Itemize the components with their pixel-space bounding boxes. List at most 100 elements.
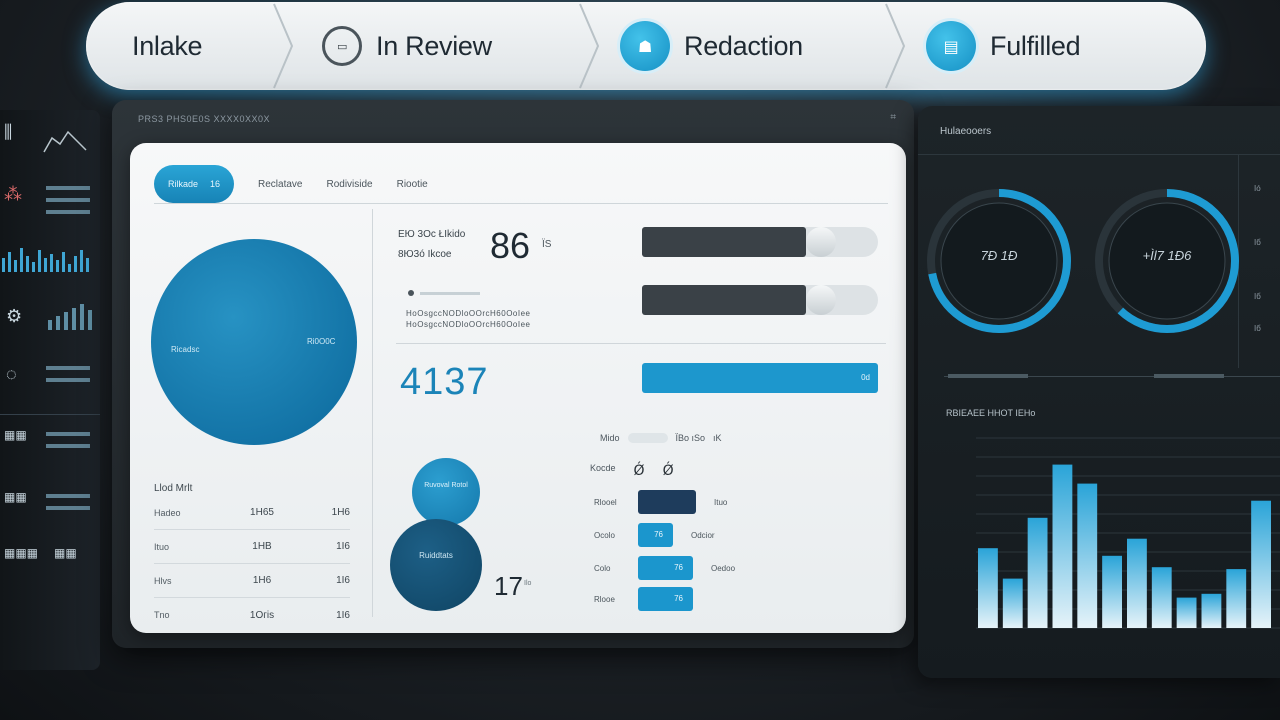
divider bbox=[918, 154, 1280, 155]
table-row[interactable]: Tno 1Oгis 1I6 bbox=[154, 598, 350, 632]
note-text: НoOsgccNODloOOrcH60OoIee НoOsgccNODloOOr… bbox=[406, 308, 530, 330]
frame-menu-icon[interactable]: ⌗ bbox=[890, 112, 896, 123]
mini-row[interactable]: Ocolo 76 Odcior bbox=[594, 522, 715, 548]
summary-table: Llod Mrlt Hadeo 1H65 1H6 Ituo 1HB 1I6 Hlvs 1H… bbox=[154, 483, 350, 632]
stat-line-1: ЕЮ 3Oc ŁIkido bbox=[398, 229, 466, 240]
left-sidebar: ⫼ ⁂ ⚙ ◌ ▦▦ ▦▦ ▦▦▦ ▦▦ bbox=[0, 110, 100, 670]
table-row[interactable]: Hlvs 1H6 1I6 bbox=[154, 564, 350, 598]
mini-row-side: Odcior bbox=[691, 530, 715, 540]
mini-row-side: Oedoo bbox=[711, 563, 736, 573]
node-icon[interactable]: ⁂ bbox=[4, 184, 22, 204]
cell: 1I6 bbox=[336, 541, 350, 552]
bar-chart bbox=[976, 437, 1280, 629]
chevron-icon bbox=[574, 2, 610, 90]
progress-knob[interactable] bbox=[806, 227, 836, 257]
note-line: НoOsgccNODloOOrcH60OoIee bbox=[406, 320, 531, 329]
mini-bar-value: 76 bbox=[674, 563, 683, 572]
map-icon[interactable]: ◌ bbox=[6, 364, 17, 384]
side-label: Ió bbox=[1254, 184, 1261, 193]
metric-circle-bottom: Ruiddtats bbox=[390, 519, 482, 611]
grid-icon[interactable]: ▦▦▦ bbox=[4, 546, 39, 560]
stat-line-2: 8Ю3ó Ikcoe bbox=[398, 249, 452, 260]
table-header: Llod Mrlt bbox=[154, 483, 193, 494]
mini-table-header: Kocde Ǿ Ǿ bbox=[590, 463, 674, 479]
progress-bar[interactable] bbox=[642, 285, 878, 315]
tab-bar: Rilkade 16 Reclatave Rodiviside Riootie bbox=[154, 165, 428, 203]
cell: 1H65 bbox=[250, 507, 274, 518]
gauge-arc bbox=[927, 189, 1071, 333]
mini-row-label: Rlooel bbox=[594, 497, 617, 507]
progress-fill bbox=[642, 227, 806, 257]
mini-row[interactable]: Colo 76 Oedoo bbox=[594, 555, 735, 581]
chart-subtitle: RBIEAEE HHOT IЕНo bbox=[946, 408, 1036, 418]
tab-active[interactable]: Rilkade 16 bbox=[154, 165, 234, 203]
stat-unit: ЇS bbox=[542, 239, 552, 250]
sort-icon[interactable]: Ǿ bbox=[633, 463, 645, 479]
filter-row: Mido ЇBo ıSo ıK bbox=[600, 433, 722, 443]
circle-label-left: Ricadsc bbox=[171, 345, 200, 354]
stage-intake[interactable]: Inlake bbox=[86, 2, 294, 90]
summary-circle: Ricadsc Ri0O0C bbox=[151, 239, 357, 445]
document-icon: ▭ bbox=[322, 26, 362, 66]
records-panel: Rilkade 16 Reclatave Rodiviside Riootie … bbox=[130, 143, 906, 633]
total-number: 4137 bbox=[400, 361, 489, 403]
tab-label: Rilkade bbox=[168, 179, 199, 189]
mask-icon: ☗ bbox=[620, 21, 670, 71]
filter-end: ıK bbox=[713, 433, 722, 443]
mini-row[interactable]: Rlooe 76 bbox=[594, 586, 711, 612]
sidebar-line bbox=[46, 506, 90, 510]
sidebar-line bbox=[46, 198, 90, 202]
table-row[interactable]: Ituo 1HB 1I6 bbox=[154, 530, 350, 564]
cell: 1H6 bbox=[331, 507, 350, 518]
grid-icon[interactable]: ▦▦ bbox=[4, 490, 27, 504]
frame-title: PRS3 PHS0E0S XXXX0XX0X bbox=[138, 114, 271, 124]
mini-bars-icon[interactable] bbox=[46, 302, 96, 332]
cell: Hlvs bbox=[154, 575, 172, 586]
stage-fulfilled[interactable]: ▤ Fulfilled bbox=[898, 2, 1198, 90]
gauge-arc bbox=[1095, 189, 1239, 333]
filter-pill[interactable] bbox=[627, 433, 668, 443]
progress-bar[interactable]: 0d bbox=[642, 363, 878, 393]
mini-bar-value: 76 bbox=[674, 594, 683, 603]
cell: 1H6 bbox=[252, 575, 272, 586]
placeholder-line bbox=[420, 292, 480, 295]
mini-row[interactable]: Rlooel Ituo bbox=[594, 489, 727, 515]
grid-icon[interactable]: ▦▦ bbox=[4, 428, 27, 442]
stage-in-review[interactable]: ▭ In Review bbox=[286, 2, 600, 90]
gear-icon[interactable]: ⚙ bbox=[6, 306, 23, 326]
section-divider bbox=[396, 343, 886, 344]
stat-labels: ЕЮ 3Oc ŁIkido 8Ю3ó Ikcoe bbox=[398, 225, 465, 265]
side-label: Iб bbox=[1254, 292, 1261, 301]
circle-label-right: Ri0O0C bbox=[307, 337, 336, 346]
table-row[interactable]: Hadeo 1H65 1H6 bbox=[154, 496, 350, 530]
tab-4[interactable]: Riootie bbox=[396, 178, 428, 190]
stage-label: Redaction bbox=[684, 30, 803, 61]
stat-number: 86 bbox=[490, 225, 531, 266]
stage-redaction[interactable]: ☗ Redaction bbox=[592, 2, 906, 90]
spark-bars-icon[interactable] bbox=[0, 244, 96, 272]
bars-icon[interactable]: ⫼ bbox=[4, 122, 13, 142]
chart-bar bbox=[1052, 464, 1073, 628]
tab-2[interactable]: Reclatave bbox=[258, 178, 303, 190]
folder-icon: ▤ bbox=[926, 21, 976, 71]
filter-icon[interactable]: Ǿ bbox=[662, 463, 674, 479]
analytics-title: Hulaeooers bbox=[940, 126, 992, 137]
divider bbox=[944, 376, 1280, 377]
progress-knob[interactable] bbox=[806, 285, 836, 315]
sidebar-line bbox=[46, 186, 90, 190]
chart-bar bbox=[1251, 500, 1271, 628]
cell: 1HB bbox=[252, 541, 272, 552]
gauge: +Ìl7 1Ð6 bbox=[1088, 182, 1246, 340]
mini-row-side: Ituo bbox=[714, 497, 728, 507]
grid-icon[interactable]: ▦▦ bbox=[54, 546, 77, 560]
chevron-icon bbox=[880, 2, 916, 90]
stage-label: Fulfilled bbox=[990, 30, 1081, 61]
mini-row-label: Ocolo bbox=[594, 530, 615, 540]
progress-value: 0d bbox=[861, 373, 870, 382]
tab-3[interactable]: Rodiviside bbox=[326, 178, 373, 190]
line-chart-icon[interactable] bbox=[42, 126, 92, 156]
chart-bar bbox=[1176, 597, 1197, 628]
metric-circle-top: Ruvoval Rotol bbox=[412, 458, 480, 526]
progress-bar[interactable] bbox=[642, 227, 878, 257]
progress-fill bbox=[642, 285, 806, 315]
